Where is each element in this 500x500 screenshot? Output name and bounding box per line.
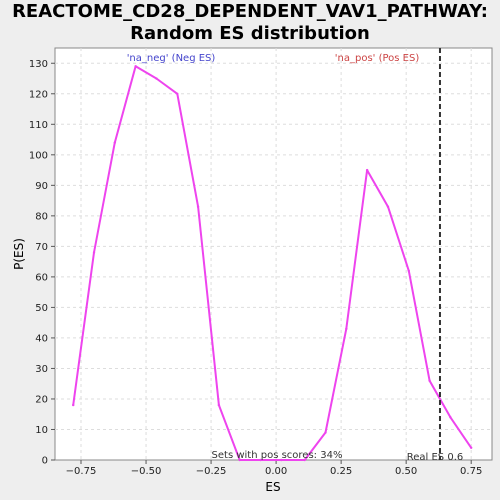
annotations-layer: 'na_neg' (Neg ES) 'na_pos' (Pos ES) Sets w… [127, 48, 463, 463]
series-point [155, 77, 158, 80]
series-point [407, 269, 410, 272]
x-tick-label: 0.00 [265, 466, 287, 477]
series-point [259, 458, 262, 462]
series-layer [72, 65, 473, 462]
chart-title-line-1: REACTOME_CD28_DEPENDENT_VAV1_PATHWAY: [12, 1, 488, 22]
series-point [238, 458, 241, 462]
series-point [92, 251, 96, 254]
y-tick-label: 70 [35, 242, 48, 253]
series-point [303, 458, 306, 462]
y-tick-label: 0 [42, 456, 48, 467]
x-tick-label: −0.50 [131, 466, 162, 477]
y-tick-label: 40 [35, 333, 48, 344]
series-point [386, 205, 390, 208]
x-tick-label: 0.25 [330, 466, 352, 477]
chart-title-line-2: Random ES distribution [130, 23, 370, 44]
series-point [280, 458, 283, 462]
y-tick-label: 90 [35, 181, 48, 192]
y-tick-label: 30 [35, 364, 48, 375]
y-tick-label: 120 [29, 89, 48, 100]
x-tick-label: −0.25 [196, 466, 227, 477]
plot-area [54, 47, 493, 461]
series-point [324, 431, 327, 434]
series-point [449, 416, 452, 419]
pos-scores-text: Sets with pos scores: 34% [212, 450, 343, 461]
y-tick-label: 50 [35, 303, 48, 314]
chart-title: REACTOME_CD28_DEPENDENT_VAV1_PATHWAY: Ra… [0, 1, 500, 45]
y-axis-label: P(ES) [12, 238, 26, 270]
x-tick-label: 0.50 [395, 466, 417, 477]
series-point [428, 379, 431, 382]
series-line [72, 65, 473, 461]
y-tick-label: 20 [35, 394, 48, 405]
series-point [72, 403, 75, 407]
x-axis-ticks: −0.75 −0.50 −0.25 0.00 0.25 0.50 0.75 [66, 460, 482, 477]
series-point [134, 65, 137, 68]
series-point [113, 141, 117, 144]
neg-es-label: 'na_neg' (Neg ES) [127, 53, 216, 64]
y-tick-label: 60 [35, 272, 48, 283]
pos-es-label: 'na_pos' (Pos ES) [335, 53, 420, 64]
series-point [469, 446, 473, 449]
x-tick-label: −0.75 [66, 466, 97, 477]
series-point [196, 205, 200, 208]
y-tick-label: 80 [35, 211, 48, 222]
grid-lines [55, 48, 492, 460]
x-tick-label: 0.75 [460, 466, 482, 477]
y-tick-label: 10 [35, 425, 48, 436]
series-point [345, 327, 348, 330]
series-point [217, 403, 221, 407]
real-es-label: Real ES 0.6 [407, 452, 463, 463]
y-tick-label: 110 [29, 120, 48, 131]
series-point [365, 168, 369, 172]
y-tick-label: 100 [29, 150, 48, 161]
y-axis-ticks: 0 10 20 30 40 50 60 70 80 90 100 110 120 130 [29, 59, 55, 467]
y-tick-label: 130 [29, 59, 48, 70]
series-point [176, 92, 179, 95]
x-axis-label: ES [265, 480, 280, 494]
